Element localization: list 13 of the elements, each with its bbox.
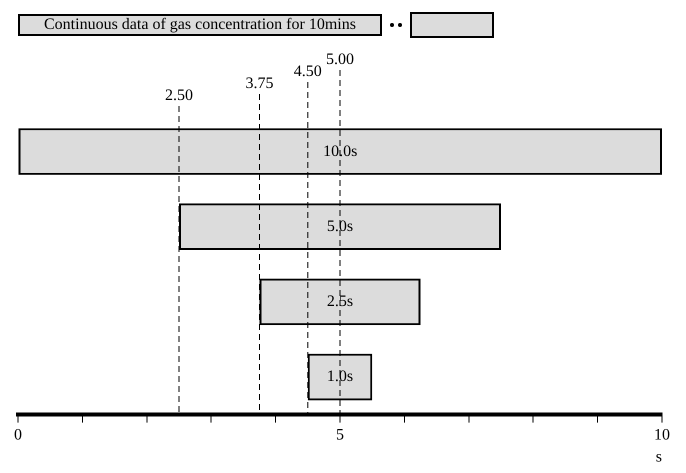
data-label: 1.0s bbox=[326, 368, 354, 386]
data-label: 5.0s bbox=[326, 218, 354, 235]
ref-line-label: 3.75 bbox=[246, 75, 274, 92]
x-axis-title: s bbox=[656, 448, 662, 466]
text: Continuous data of gas concentration for 10mins bbox=[18, 14, 382, 36]
data-label: 10.0s bbox=[323, 142, 358, 160]
data-label: 2.5s bbox=[326, 293, 354, 310]
x-tick-label: 5 bbox=[336, 426, 344, 444]
ref-line-label: 4.50 bbox=[294, 63, 322, 80]
x-tick-label: 0 bbox=[14, 426, 22, 444]
ref-line-label: 5.00 bbox=[326, 51, 354, 68]
ref-line-label: 2.50 bbox=[165, 87, 193, 104]
x-tick-label: 10 bbox=[654, 426, 670, 444]
